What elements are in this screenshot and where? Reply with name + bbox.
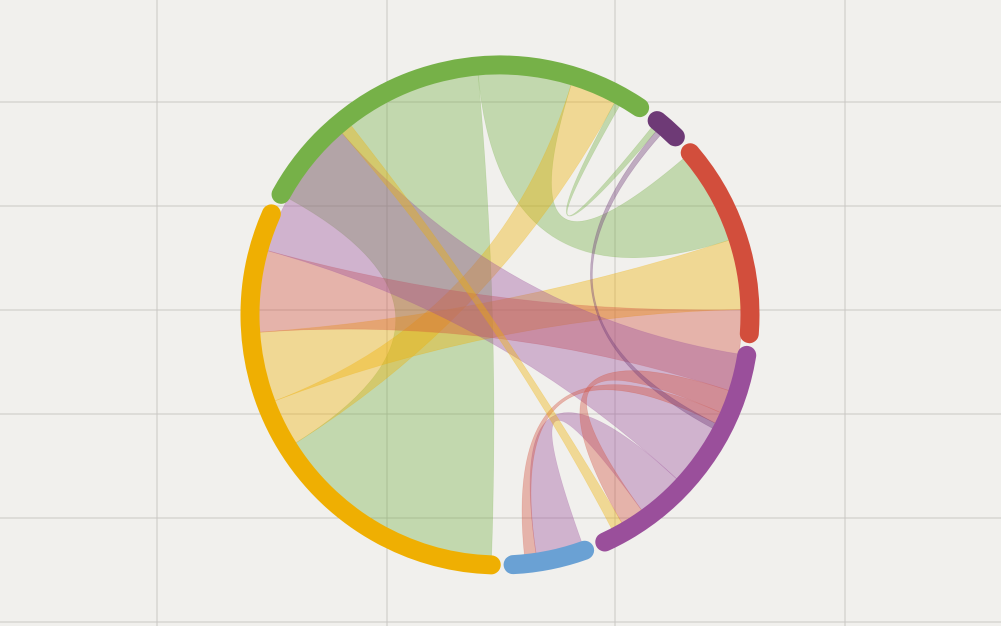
node-arc	[240, 204, 501, 575]
node-arc	[647, 111, 685, 147]
node-arcs	[240, 55, 760, 575]
node-arc	[503, 540, 595, 575]
node-arc	[680, 143, 760, 344]
node-arc	[595, 345, 757, 552]
node-arc	[271, 55, 650, 204]
ribbons	[257, 72, 743, 558]
